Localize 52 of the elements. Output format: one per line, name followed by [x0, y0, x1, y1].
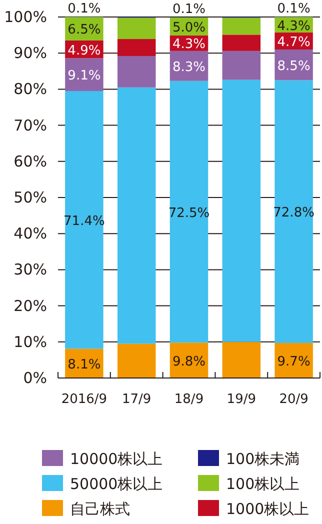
y-tick-label: 50% — [14, 188, 47, 206]
bar — [274, 80, 313, 343]
data-label: 4.3% — [172, 37, 206, 52]
bar — [170, 80, 208, 343]
data-label: 8.1% — [68, 357, 101, 372]
y-tick-label: 40% — [14, 224, 47, 243]
y-tick-label: 90% — [14, 44, 47, 62]
y-tick-label: 60% — [14, 152, 47, 170]
bar — [117, 39, 156, 56]
legend-label: 100株以上 — [226, 475, 300, 493]
x-tick-label: 20/9 — [279, 392, 308, 407]
y-tick-label: 70% — [14, 116, 47, 134]
data-label: 9.1% — [68, 68, 101, 84]
bar — [274, 342, 313, 378]
legend-label: 1000株以上 — [226, 500, 310, 518]
legend-label: 100株未満 — [226, 450, 300, 468]
bar — [117, 18, 156, 40]
data-label: 9.7% — [277, 354, 310, 370]
legend-label: 10000株以上 — [70, 450, 163, 468]
x-tick-label: 19/9 — [226, 392, 256, 407]
y-tick-label: 80% — [14, 80, 47, 98]
bar — [222, 34, 261, 51]
bar — [65, 91, 104, 349]
bar — [222, 80, 261, 342]
y-tick-label: 100% — [4, 8, 47, 26]
bar — [65, 58, 104, 92]
x-tick-label: 17/9 — [122, 392, 152, 407]
data-label: 5.0% — [172, 20, 206, 36]
y-tick-label: 0% — [23, 369, 47, 387]
y-tick-label: 30% — [14, 260, 47, 279]
data-label: 8.5% — [277, 58, 310, 74]
bar — [222, 342, 261, 378]
bar — [117, 87, 156, 344]
data-label: 8.3% — [172, 60, 206, 75]
data-label: 9.8% — [172, 354, 206, 370]
data-label: 4.3% — [277, 18, 310, 34]
y-tick-label: 10% — [14, 332, 47, 351]
x-tick-label: 2016/9 — [61, 392, 108, 407]
bar — [117, 344, 156, 378]
bar — [117, 56, 156, 88]
data-label: 0.1% — [172, 2, 206, 17]
bar — [222, 50, 261, 80]
legend-label: 自己株式 — [70, 500, 130, 518]
data-label: 4.7% — [277, 35, 310, 50]
data-label: 4.9% — [68, 43, 101, 58]
y-tick-label: 20% — [14, 296, 47, 315]
data-label: 6.5% — [68, 22, 101, 38]
data-label: 0.1% — [277, 2, 310, 17]
data-label: 0.1% — [68, 2, 101, 17]
x-tick-label: 18/9 — [174, 392, 204, 407]
legend-label: 50000株以上 — [70, 475, 163, 493]
bar — [222, 18, 261, 35]
